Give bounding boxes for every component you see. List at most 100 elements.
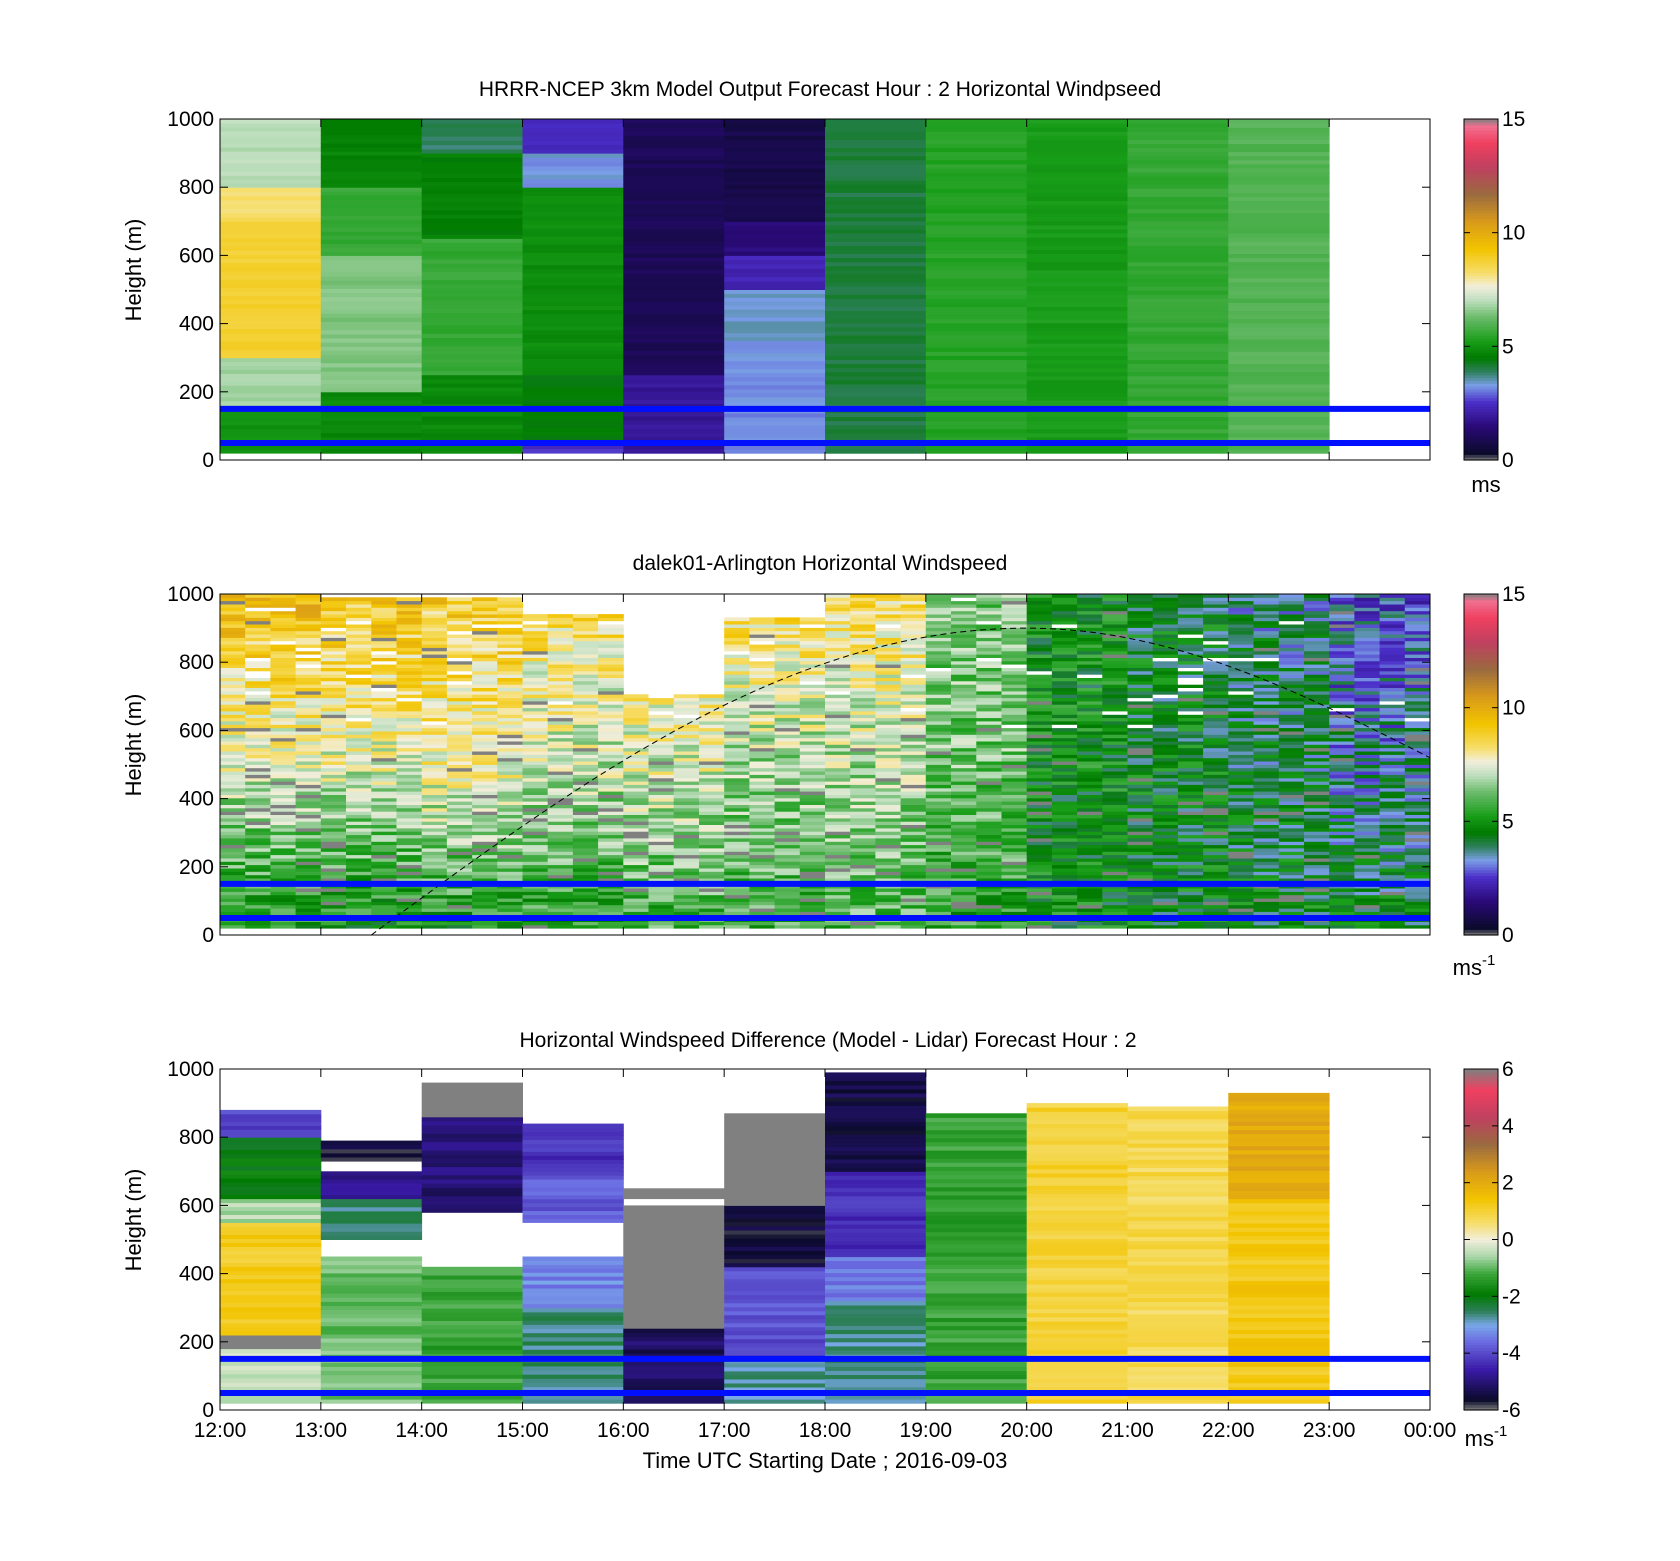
- heatmap-cell: [875, 747, 902, 752]
- heatmap-cell: [1228, 801, 1254, 805]
- heatmap-cell: [396, 787, 423, 792]
- heatmap-cell: [446, 844, 473, 849]
- heatmap-cell: [320, 284, 423, 289]
- heatmap-cell: [497, 834, 523, 839]
- heatmap-cell: [724, 251, 826, 256]
- heatmap-cell: [724, 841, 750, 846]
- heatmap-cell: [1001, 871, 1028, 876]
- heatmap-cell: [547, 761, 574, 765]
- heatmap-cell: [421, 316, 523, 322]
- heatmap-cell: [749, 838, 776, 842]
- heatmap-cell: [976, 858, 1002, 862]
- heatmap-cell: [1077, 898, 1103, 902]
- heatmap-cell: [1102, 908, 1128, 912]
- heatmap-cell: [623, 416, 725, 421]
- heatmap-cell: [598, 670, 624, 675]
- heatmap-cell: [900, 844, 927, 849]
- heatmap-cell: [522, 831, 549, 836]
- heatmap-cell: [522, 764, 549, 769]
- heatmap-cell: [320, 868, 347, 872]
- heatmap-cell: [220, 807, 246, 812]
- heatmap-cell: [371, 620, 397, 625]
- heatmap-cell: [623, 694, 649, 699]
- heatmap-cell: [220, 674, 246, 678]
- heatmap-cell: [220, 764, 246, 769]
- heatmap-cell: [472, 811, 498, 815]
- heatmap-cell: [598, 680, 624, 685]
- heatmap-cell: [1026, 624, 1053, 628]
- heatmap-cell: [825, 861, 851, 866]
- heatmap-cell: [925, 335, 1028, 340]
- heatmap-cell: [673, 841, 700, 846]
- heatmap-cell: [446, 747, 473, 752]
- heatmap-cell: [673, 707, 700, 712]
- heatmap-cell: [245, 921, 271, 926]
- heatmap-cell: [1127, 229, 1229, 234]
- heatmap-cell: [421, 436, 523, 442]
- colorbar-swatch: [1464, 349, 1498, 353]
- heatmap-cell: [522, 244, 624, 249]
- heatmap-cell: [724, 217, 826, 222]
- heatmap-cell: [497, 784, 523, 789]
- heatmap-cell: [295, 604, 322, 608]
- heatmap-cell: [900, 848, 927, 852]
- heatmap-cell: [875, 804, 902, 809]
- heatmap-cell: [850, 600, 876, 605]
- heatmap-cell: [1102, 751, 1128, 755]
- heatmap-cell: [1203, 771, 1229, 775]
- heatmap-cell: [1102, 898, 1128, 902]
- heatmap-cell: [825, 196, 927, 201]
- heatmap-cell: [572, 620, 599, 625]
- heatmap-cell: [396, 794, 423, 799]
- heatmap-cell: [799, 737, 826, 742]
- heatmap-cell: [1001, 737, 1028, 742]
- heatmap-cell: [1001, 838, 1028, 842]
- heatmap-cell: [396, 814, 423, 819]
- heatmap-cell: [724, 285, 826, 290]
- heatmap-cell: [799, 851, 826, 856]
- heatmap-cell: [850, 814, 876, 819]
- heatmap-cell: [925, 233, 1028, 238]
- heatmap-cell: [825, 159, 927, 165]
- heatmap-cell: [472, 831, 498, 836]
- heatmap-cell: [1077, 924, 1103, 929]
- heatmap-cell: [850, 851, 876, 856]
- heatmap-cell: [825, 811, 851, 815]
- heatmap-cell: [446, 680, 473, 685]
- heatmap-cell: [648, 774, 675, 779]
- heatmap-cell: [749, 680, 776, 685]
- heatmap-cell: [1127, 747, 1154, 752]
- heatmap-cell: [295, 841, 322, 846]
- heatmap-cell: [1001, 690, 1028, 695]
- heatmap-cell: [875, 607, 902, 612]
- heatmap-cell: [749, 774, 776, 779]
- heatmap-cell: [598, 667, 624, 672]
- heatmap-cell: [1228, 172, 1330, 177]
- heatmap-cell: [875, 861, 902, 866]
- heatmap-cell: [724, 757, 750, 762]
- heatmap-cell: [547, 824, 574, 829]
- heatmap-cell: [1102, 607, 1128, 612]
- y-tick-label: 800: [179, 176, 214, 199]
- heatmap-cell: [1228, 420, 1330, 426]
- heatmap-cell: [396, 871, 423, 876]
- heatmap-cell: [925, 647, 952, 652]
- heatmap-cell: [951, 888, 977, 892]
- heatmap-cell: [245, 707, 271, 712]
- heatmap-cell: [220, 817, 246, 822]
- heatmap-cell: [346, 777, 372, 782]
- heatmap-cell: [371, 781, 397, 785]
- heatmap-cell: [220, 858, 246, 862]
- heatmap-cell: [220, 155, 322, 160]
- heatmap-cell: [1177, 724, 1204, 729]
- heatmap-cell: [346, 861, 372, 866]
- heatmap-cell: [799, 674, 826, 678]
- heatmap-cell: [270, 694, 297, 699]
- heatmap-cell: [1127, 371, 1229, 377]
- heatmap-cell: [749, 717, 776, 722]
- heatmap-cell: [472, 817, 498, 822]
- heatmap-cell: [421, 754, 448, 759]
- heatmap-cell: [1102, 680, 1128, 685]
- heatmap-cell: [572, 724, 599, 729]
- heatmap-cell: [220, 229, 322, 235]
